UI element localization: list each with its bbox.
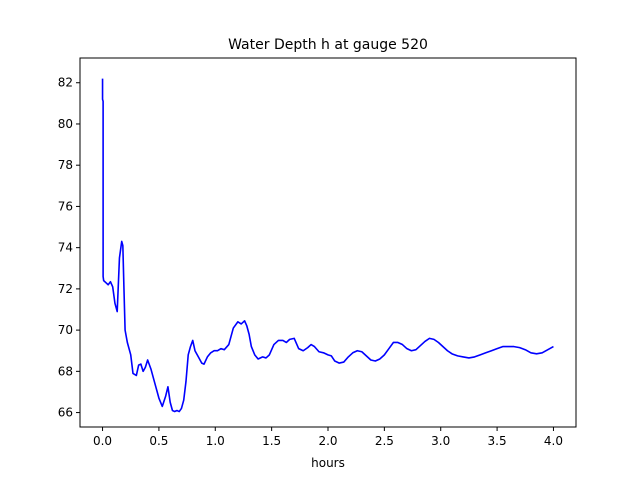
y-tick-label: 76 bbox=[58, 199, 73, 213]
x-tick-label: 0.0 bbox=[93, 434, 112, 448]
y-tick-label: 70 bbox=[58, 323, 73, 337]
x-axis: 0.0 0.5 1.0 1.5 2.0 2.5 3.0 3.5 4.0 bbox=[93, 427, 563, 448]
y-axis: 66 68 70 72 74 76 78 80 82 bbox=[58, 76, 80, 420]
y-tick-label: 68 bbox=[58, 364, 73, 378]
y-tick-label: 78 bbox=[58, 158, 73, 172]
series-line-water-depth bbox=[101, 78, 554, 413]
x-tick-label: 2.0 bbox=[318, 434, 337, 448]
y-tick-label: 82 bbox=[58, 76, 73, 90]
series-layer bbox=[101, 78, 554, 413]
x-tick-label: 3.5 bbox=[488, 434, 507, 448]
x-tick-label: 0.5 bbox=[149, 434, 168, 448]
x-tick-label: 3.0 bbox=[431, 434, 450, 448]
x-axis-label: hours bbox=[311, 456, 345, 470]
x-tick-label: 1.5 bbox=[262, 434, 281, 448]
x-tick-label: 2.5 bbox=[375, 434, 394, 448]
chart-title: Water Depth h at gauge 520 bbox=[228, 37, 428, 53]
axes-frame bbox=[79, 57, 577, 428]
y-tick-label: 72 bbox=[58, 282, 73, 296]
y-tick-label: 80 bbox=[58, 117, 73, 131]
y-tick-label: 74 bbox=[58, 241, 73, 255]
x-tick-label: 4.0 bbox=[544, 434, 563, 448]
plot-area bbox=[79, 57, 577, 428]
y-tick-label: 66 bbox=[58, 406, 73, 420]
x-tick-label: 1.0 bbox=[206, 434, 225, 448]
